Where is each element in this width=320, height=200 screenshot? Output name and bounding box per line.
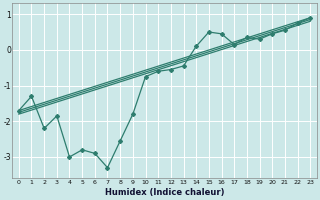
X-axis label: Humidex (Indice chaleur): Humidex (Indice chaleur)	[105, 188, 224, 197]
